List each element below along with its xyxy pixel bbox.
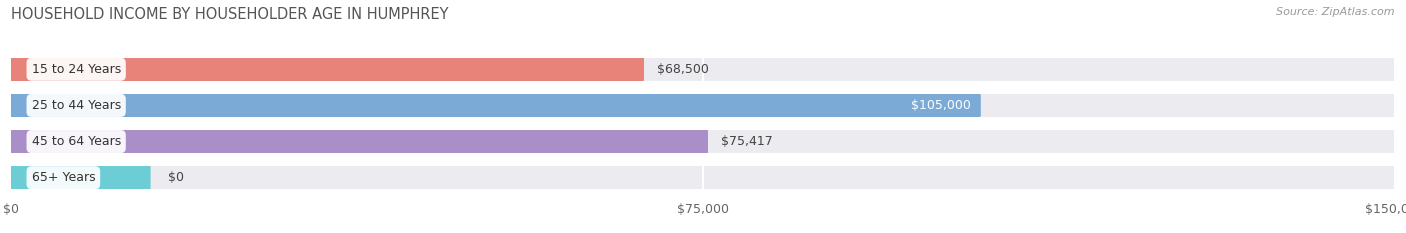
Text: 45 to 64 Years: 45 to 64 Years	[31, 135, 121, 148]
Bar	[11, 58, 643, 81]
Text: $68,500: $68,500	[657, 63, 709, 76]
Text: Source: ZipAtlas.com: Source: ZipAtlas.com	[1277, 7, 1395, 17]
Bar	[11, 94, 980, 117]
Bar	[11, 130, 1395, 153]
Text: $0: $0	[169, 171, 184, 184]
Bar	[11, 94, 1395, 117]
Bar	[11, 130, 707, 153]
Text: 25 to 44 Years: 25 to 44 Years	[31, 99, 121, 112]
Text: 15 to 24 Years: 15 to 24 Years	[31, 63, 121, 76]
Bar	[11, 166, 149, 189]
Text: $105,000: $105,000	[911, 99, 970, 112]
Bar	[11, 58, 1395, 81]
Bar	[11, 166, 1395, 189]
Text: $75,417: $75,417	[721, 135, 772, 148]
Text: 65+ Years: 65+ Years	[31, 171, 96, 184]
Text: HOUSEHOLD INCOME BY HOUSEHOLDER AGE IN HUMPHREY: HOUSEHOLD INCOME BY HOUSEHOLDER AGE IN H…	[11, 7, 449, 22]
